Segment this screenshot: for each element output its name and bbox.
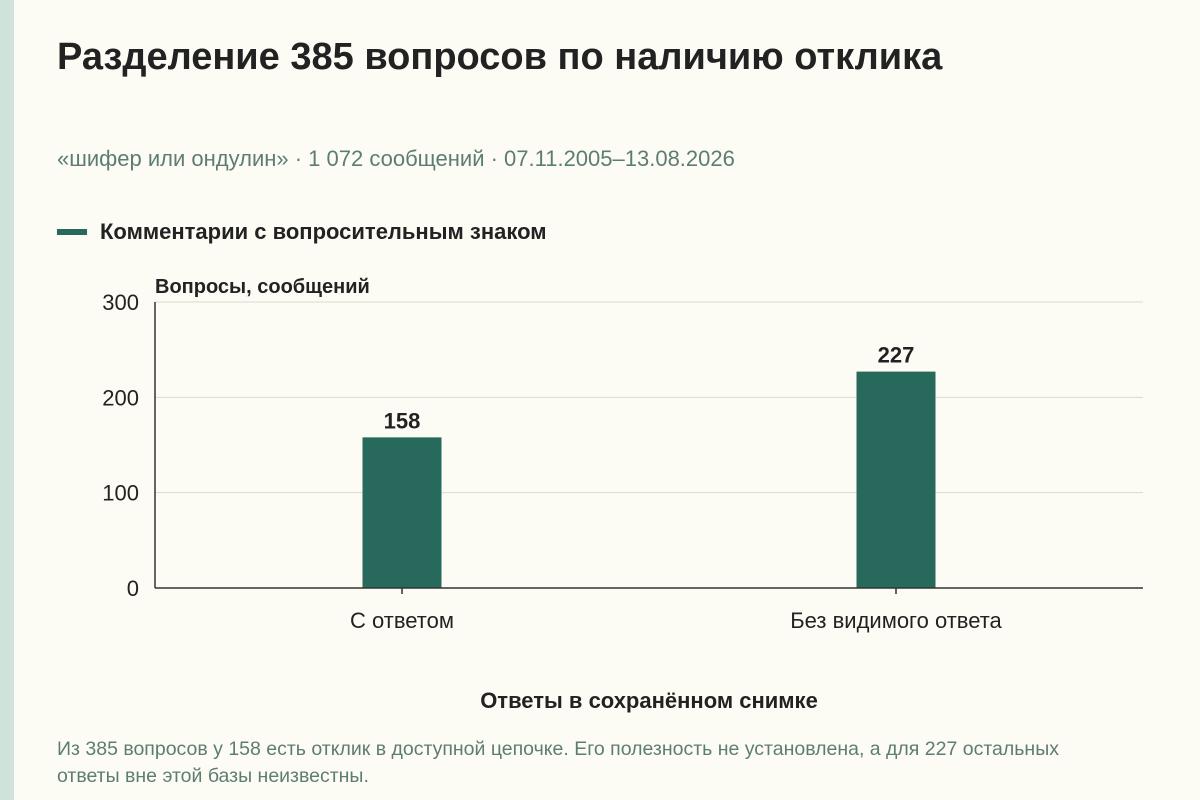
y-tick-label: 100 bbox=[102, 481, 139, 506]
y-tick-label: 0 bbox=[127, 576, 139, 601]
y-tick-label: 200 bbox=[102, 385, 139, 410]
data-label: 158 bbox=[384, 408, 421, 433]
x-tick-label: С ответом bbox=[350, 608, 454, 633]
x-axis-label: Ответы в сохранённом снимке bbox=[480, 688, 818, 713]
bar bbox=[362, 437, 442, 588]
legend: Комментарии с вопросительным знаком bbox=[57, 219, 547, 245]
data-label: 227 bbox=[878, 343, 915, 368]
legend-swatch bbox=[57, 229, 87, 235]
bar bbox=[856, 371, 936, 588]
x-tick-label: Без видимого ответа bbox=[790, 608, 1002, 633]
left-accent-strip bbox=[0, 0, 14, 800]
y-axis-label: Вопросы, сообщений bbox=[155, 276, 370, 298]
chart-title: Разделение 385 вопросов по наличию откли… bbox=[57, 36, 943, 78]
footnote: Из 385 вопросов у 158 есть отклик в дост… bbox=[57, 738, 1059, 787]
y-tick-label: 300 bbox=[102, 290, 139, 315]
chart-subtitle: «шифер или ондулин» · 1 072 сообщений · … bbox=[57, 146, 735, 171]
legend-label: Комментарии с вопросительным знаком bbox=[100, 219, 547, 244]
